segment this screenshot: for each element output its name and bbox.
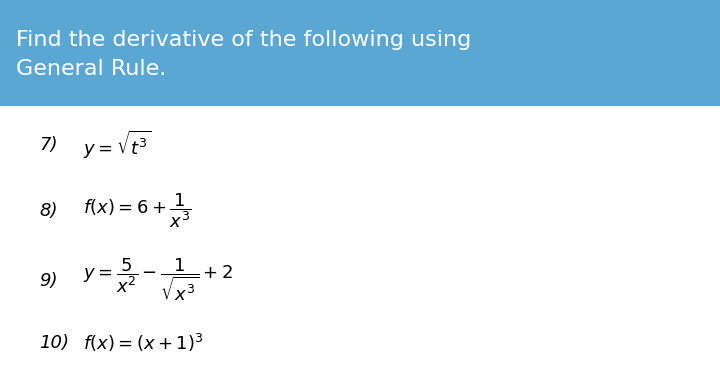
Text: Find the derivative of the following using
General Rule.: Find the derivative of the following usi… [16,30,471,80]
Text: $f(x) = (x + 1)^3$: $f(x) = (x + 1)^3$ [83,332,203,354]
Text: 10): 10) [40,334,70,352]
Text: $y = \sqrt{t^3}$: $y = \sqrt{t^3}$ [83,129,151,161]
Text: 7): 7) [40,136,58,154]
FancyBboxPatch shape [0,0,720,106]
Text: $y = \dfrac{5}{x^2} - \dfrac{1}{\sqrt{x^3}} + 2$: $y = \dfrac{5}{x^2} - \dfrac{1}{\sqrt{x^… [83,257,233,304]
Text: $f(x) = 6 + \dfrac{1}{x^3}$: $f(x) = 6 + \dfrac{1}{x^3}$ [83,192,192,230]
Text: 8): 8) [40,202,58,220]
Text: 9): 9) [40,272,58,290]
